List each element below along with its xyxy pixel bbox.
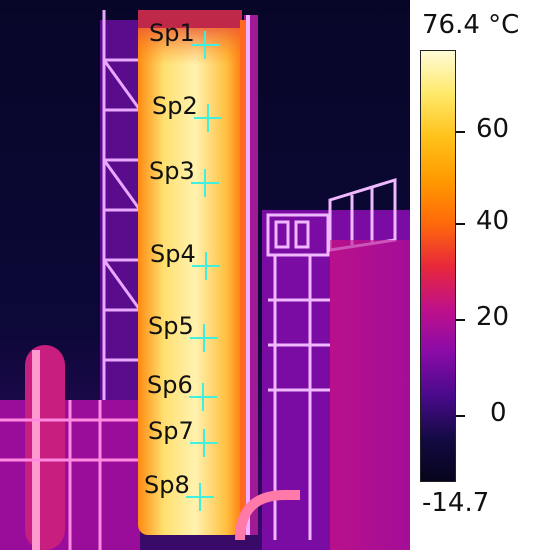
- colorbar-tick: [456, 131, 465, 133]
- lower-left-equipment: [0, 345, 140, 550]
- spot-label: Sp1: [149, 19, 195, 47]
- spot-marker-sp3: Sp3: [149, 157, 219, 197]
- right-structure: [262, 177, 410, 550]
- spot-marker-sp4: Sp4: [150, 240, 220, 280]
- left-scaffolding: [100, 10, 145, 420]
- colorbar-tick: [456, 415, 465, 417]
- colorbar-tick-label-20: 20: [476, 302, 510, 332]
- colorbar-gradient: [420, 50, 456, 482]
- colorbar-tick-label-40: 40: [476, 206, 510, 236]
- spot-label: Sp7: [148, 417, 194, 445]
- spot-label: Sp6: [147, 371, 193, 399]
- colorbar-tick: [456, 223, 465, 225]
- colorbar-min-label: -14.7: [422, 488, 490, 518]
- spot-label: Sp4: [150, 240, 196, 268]
- colorbar-max-label: 76.4 °C: [422, 10, 520, 40]
- spot-marker-sp2: Sp2: [152, 92, 222, 132]
- right-pipe: [244, 15, 258, 535]
- spot-marker-sp8: Sp8: [144, 471, 214, 511]
- colorbar-tick-label-60: 60: [476, 114, 510, 144]
- spot-label: Sp3: [149, 157, 195, 185]
- spot-marker-sp1: Sp1: [149, 19, 219, 59]
- spot-label: Sp5: [148, 312, 194, 340]
- pipe-elbow: [235, 490, 300, 541]
- colorbar: [420, 50, 456, 482]
- colorbar-tick-label-0: 0: [490, 398, 507, 428]
- hot-tower: [138, 10, 246, 535]
- spot-marker-sp6: Sp6: [147, 371, 217, 411]
- thermal-image: Sp1 Sp2 Sp3 Sp4 Sp5 Sp6 Sp7 Sp8: [0, 0, 410, 550]
- spot-marker-sp7: Sp7: [148, 417, 218, 457]
- spot-label: Sp8: [144, 471, 190, 499]
- spot-marker-sp5: Sp5: [148, 312, 218, 352]
- colorbar-tick: [456, 319, 465, 321]
- spot-markers: Sp1 Sp2 Sp3 Sp4 Sp5 Sp6 Sp7 Sp8: [144, 19, 222, 511]
- spot-label: Sp2: [152, 92, 198, 120]
